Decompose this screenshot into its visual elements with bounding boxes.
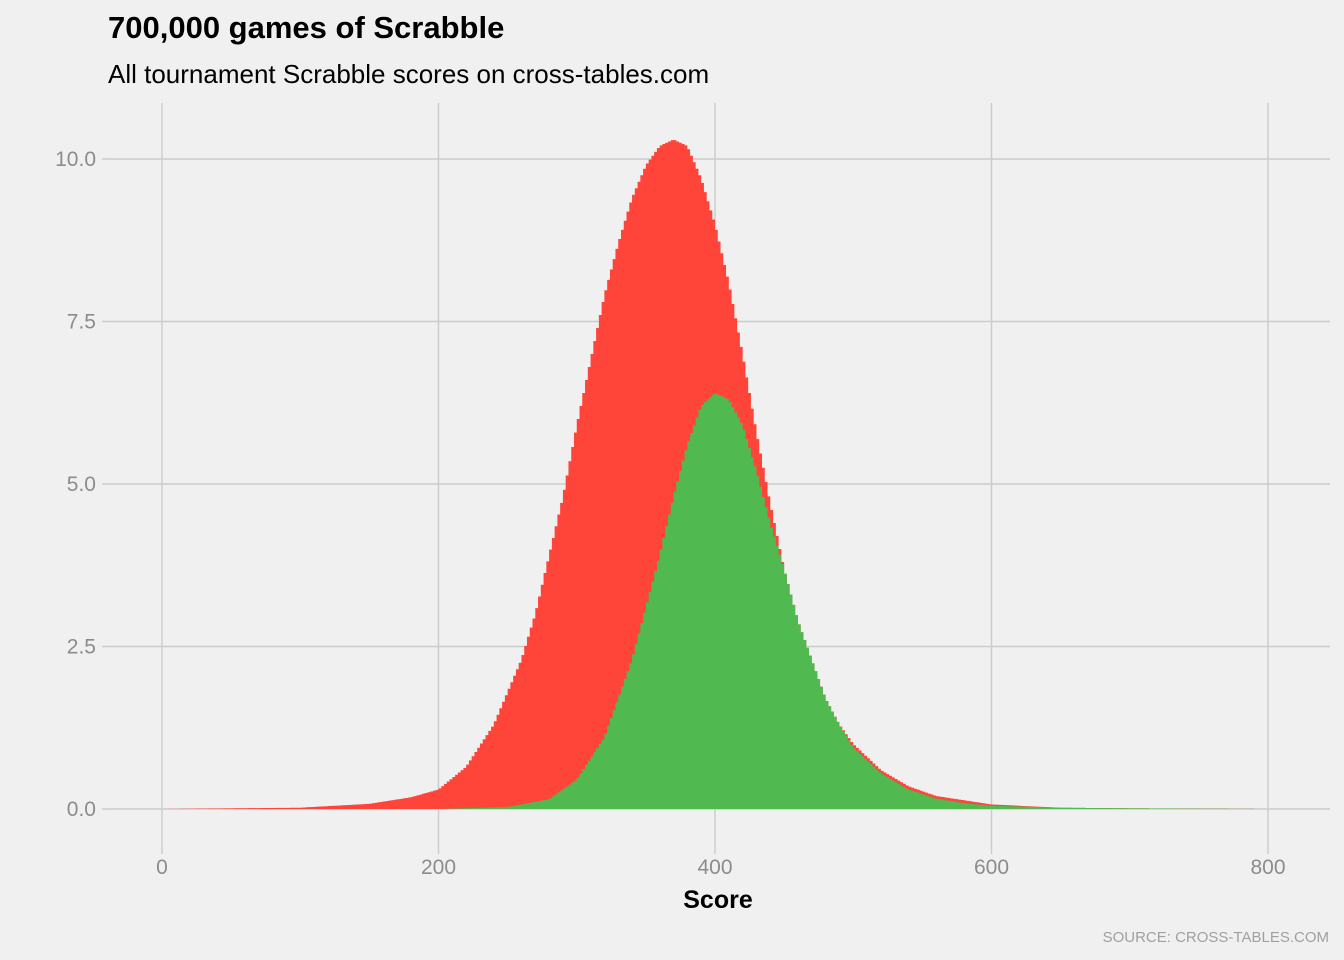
chart-subtitle: All tournament Scrabble scores on cross-… [108,59,710,89]
y-tick-label: 2.5 [67,636,96,659]
y-tick-label: 10.0 [55,148,96,171]
x-tick-label: 400 [697,856,732,879]
series-area-green [162,393,1268,809]
series-areas [162,140,1268,809]
x-tick-label: 200 [421,856,456,879]
y-tick-label: 0.0 [67,798,96,821]
y-tick-label: 7.5 [67,311,96,334]
y-tick-label: 5.0 [67,473,96,496]
chart-title: 700,000 games of Scrabble [108,10,505,45]
source-caption: SOURCE: CROSS-TABLES.COM [1102,929,1329,946]
x-tick-label: 600 [974,856,1009,879]
x-tick-label: 800 [1250,856,1285,879]
x-axis: 0 200 400 600 800 [156,848,1286,879]
x-axis-title: Score [683,886,753,914]
y-axis: 0.0 2.5 5.0 7.5 10.0 [55,148,108,821]
x-tick-label: 0 [156,856,168,879]
